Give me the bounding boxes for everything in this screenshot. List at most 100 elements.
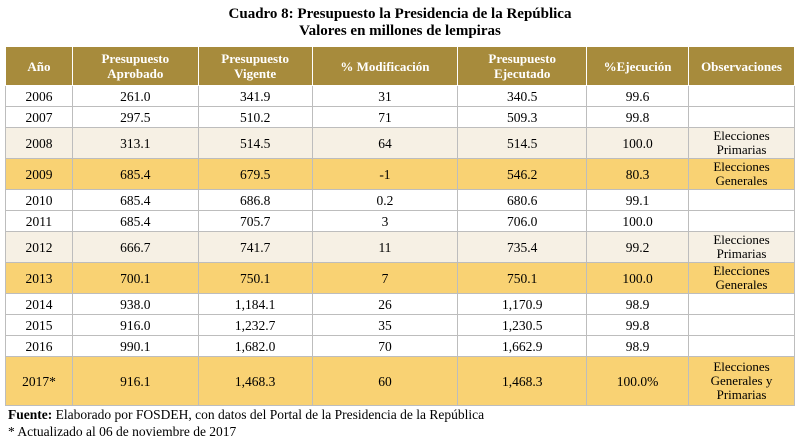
cell-notes	[688, 210, 795, 232]
cell-approved: 938.0	[71, 293, 199, 315]
cell-executed: 706.0	[457, 210, 588, 232]
cell-executed: 509.3	[457, 106, 588, 128]
cell-modification: 26	[311, 293, 459, 315]
source-label: Fuente:	[8, 407, 53, 422]
header-modification: % Modificación	[311, 46, 459, 86]
cell-notes	[688, 335, 795, 357]
cell-executed: 1,230.5	[457, 314, 588, 336]
cell-modification: 70	[311, 335, 459, 357]
header-executed-line: Ejecutado	[494, 66, 551, 81]
cell-execution: 99.1	[586, 189, 690, 211]
source-line: Fuente: Elaborado por FOSDEH, con datos …	[8, 406, 484, 423]
cell-year: 2009	[5, 158, 73, 190]
cell-current: 686.8	[197, 189, 313, 211]
cell-execution: 99.2	[586, 231, 690, 263]
cell-executed: 735.4	[457, 231, 588, 263]
cell-executed: 514.5	[457, 127, 588, 159]
table-row: 2014 938.0 1,184.1 26 1,170.9 98.9	[5, 293, 795, 315]
cell-modification: 0.2	[311, 189, 459, 211]
cell-notes	[688, 189, 795, 211]
cell-approved: 685.4	[71, 158, 199, 190]
cell-execution: 100.0	[586, 262, 690, 294]
cell-approved: 990.1	[71, 335, 199, 357]
cell-current: 514.5	[197, 127, 313, 159]
cell-modification: 71	[311, 106, 459, 128]
cell-approved: 666.7	[71, 231, 199, 263]
table-row: 2006 261.0 341.9 31 340.5 99.6	[5, 85, 795, 107]
cell-execution: 99.8	[586, 314, 690, 336]
cell-execution: 100.0	[586, 127, 690, 159]
cell-modification: 7	[311, 262, 459, 294]
cell-modification: -1	[311, 158, 459, 190]
table-title: Cuadro 8: Presupuesto la Presidencia de …	[228, 6, 572, 22]
note-line: Elecciones	[713, 263, 770, 278]
cell-execution: 80.3	[586, 158, 690, 190]
cell-approved: 261.0	[71, 85, 199, 107]
header-approved-line: Presupuesto	[101, 51, 170, 66]
cell-notes	[688, 85, 795, 107]
cell-year: 2013	[5, 262, 73, 294]
table-row: 2013 700.1 750.1 7 750.1 100.0 Elecciones Gener…	[5, 262, 795, 294]
cell-year: 2017*	[5, 356, 73, 406]
cell-current: 1,232.7	[197, 314, 313, 336]
note-line: Elecciones	[713, 159, 770, 174]
cell-current: 705.7	[197, 210, 313, 232]
table-row: 2008 313.1 514.5 64 514.5 100.0 Elecciones Prim…	[5, 127, 795, 159]
source-text: Elaborado por FOSDEH, con datos del Port…	[52, 407, 485, 422]
cell-execution: 98.9	[586, 293, 690, 315]
note-line: Generales	[715, 173, 768, 188]
cell-executed: 1,468.3	[457, 356, 588, 406]
table-row: 2016 990.1 1,682.0 70 1,662.9 98.9	[5, 335, 795, 357]
cell-year: 2011	[5, 210, 73, 232]
header-approved: Presupuesto Aprobado	[71, 46, 199, 86]
cell-current: 741.7	[197, 231, 313, 263]
cell-approved: 700.1	[71, 262, 199, 294]
cell-notes: Elecciones Generales	[688, 262, 795, 294]
header-modification-line: % Modificación	[340, 58, 430, 74]
cell-executed: 546.2	[457, 158, 588, 190]
note-line: Primarias	[716, 246, 767, 261]
cell-year: 2010	[5, 189, 73, 211]
table-footer: Fuente: Elaborado por FOSDEH, con datos …	[8, 406, 484, 440]
header-notes-line: Observaciones	[701, 58, 782, 74]
header-year-line: Año	[27, 58, 51, 74]
cell-year: 2007	[5, 106, 73, 128]
note-line: Primarias	[716, 142, 767, 157]
note-line: Generales y	[710, 373, 773, 388]
cell-year: 2016	[5, 335, 73, 357]
cell-year: 2006	[5, 85, 73, 107]
cell-modification: 35	[311, 314, 459, 336]
cell-approved: 685.4	[71, 189, 199, 211]
cell-executed: 750.1	[457, 262, 588, 294]
header-notes: Observaciones	[688, 46, 795, 86]
cell-year: 2015	[5, 314, 73, 336]
cell-execution: 100.0	[586, 210, 690, 232]
cell-current: 510.2	[197, 106, 313, 128]
cell-modification: 3	[311, 210, 459, 232]
table-row: 2010 685.4 686.8 0.2 680.6 99.1	[5, 189, 795, 211]
cell-execution: 99.6	[586, 85, 690, 107]
table-row: 2007 297.5 510.2 71 509.3 99.8	[5, 106, 795, 128]
cell-approved: 297.5	[71, 106, 199, 128]
table-subtitle: Valores en millones de lempiras	[299, 23, 501, 39]
header-execution: %Ejecución	[586, 46, 690, 86]
note-line: Elecciones	[713, 359, 770, 374]
cell-executed: 680.6	[457, 189, 588, 211]
header-executed-line: Presupuesto	[488, 51, 557, 66]
cell-year: 2012	[5, 231, 73, 263]
cell-notes	[688, 293, 795, 315]
table-header-row: Año Presupuesto Aprobado Presupuesto Vigente…	[5, 46, 795, 86]
cell-current: 1,682.0	[197, 335, 313, 357]
cell-current: 750.1	[197, 262, 313, 294]
cell-year: 2014	[5, 293, 73, 315]
cell-execution: 98.9	[586, 335, 690, 357]
cell-notes: Elecciones Generales y Primarias	[688, 356, 795, 406]
cell-execution: 100.0%	[586, 356, 690, 406]
table-body: 2006 261.0 341.9 31 340.5 99.6 2007 297.5 510.2 7…	[5, 85, 795, 406]
table-row: 2017* 916.1 1,468.3 60 1,468.3 100.0% Eleccion…	[5, 356, 795, 406]
table-row: 2009 685.4 679.5 -1 546.2 80.3 Elecciones Gener…	[5, 158, 795, 190]
cell-modification: 11	[311, 231, 459, 263]
cell-modification: 64	[311, 127, 459, 159]
header-executed: Presupuesto Ejecutado	[457, 46, 588, 86]
cell-notes	[688, 314, 795, 336]
